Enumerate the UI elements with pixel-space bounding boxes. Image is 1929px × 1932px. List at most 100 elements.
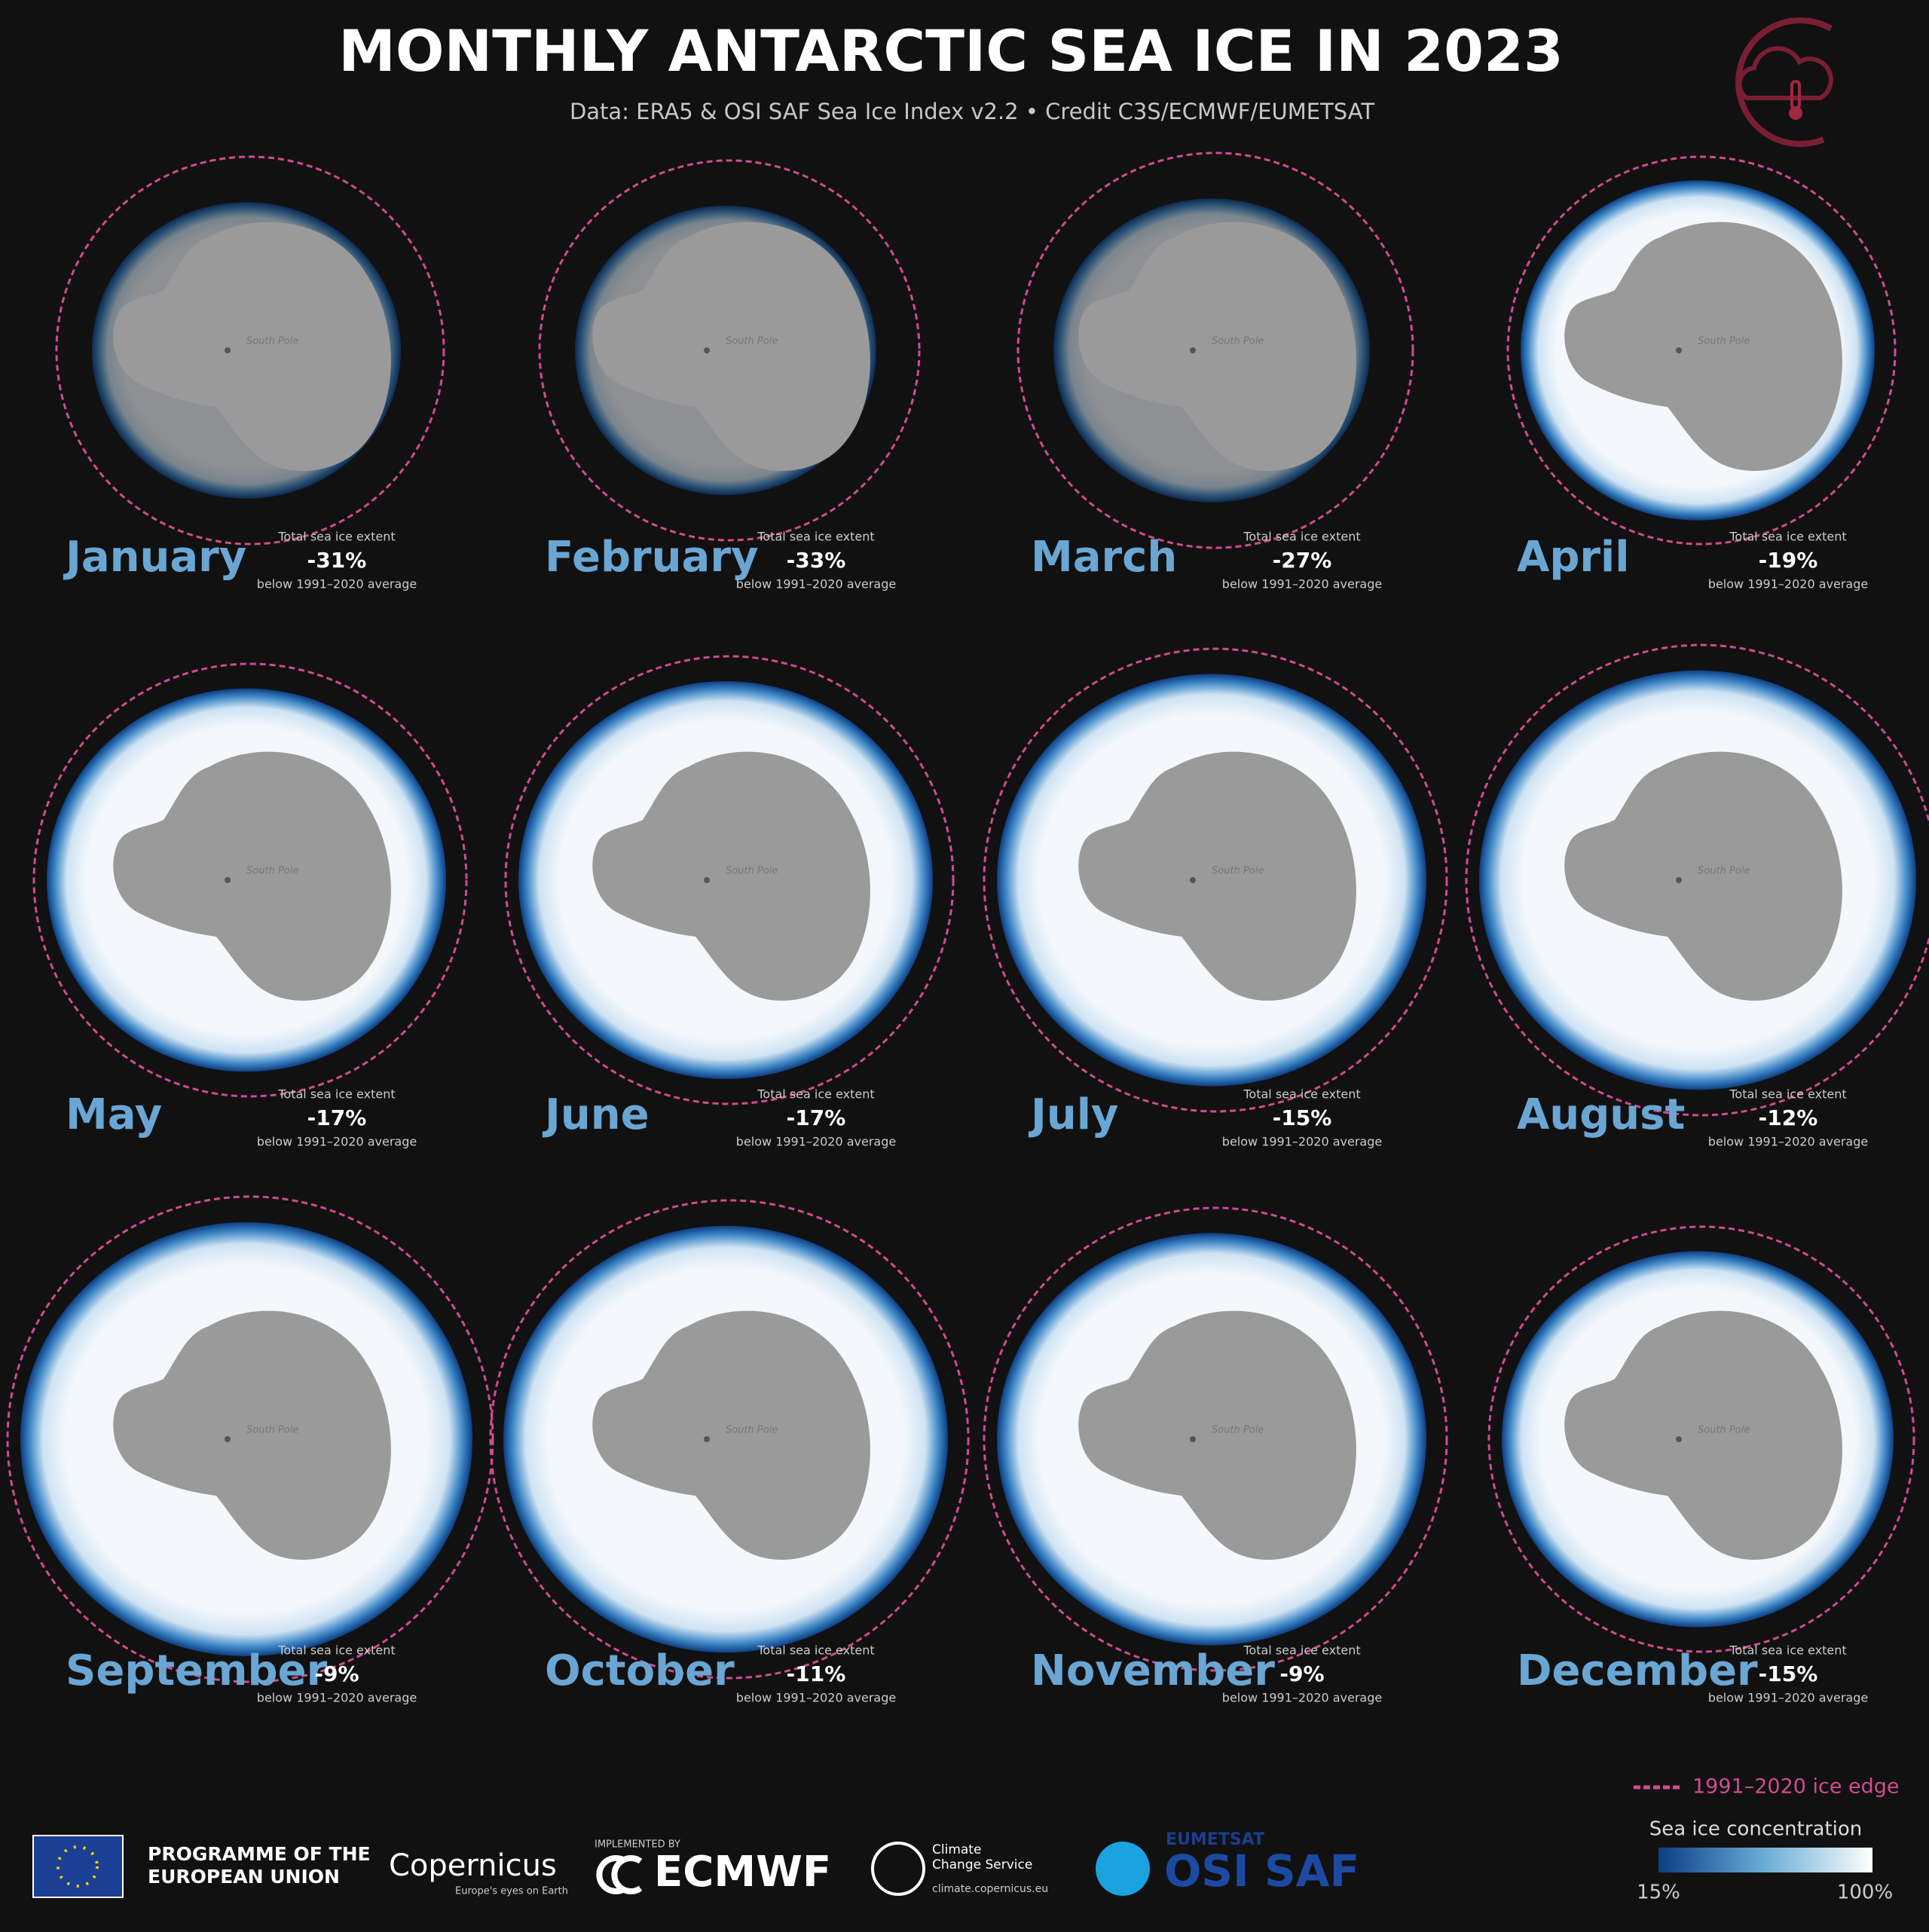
extent-label: Total sea ice extent xyxy=(277,530,395,544)
panels: South Pole January Total sea ice extent -31… xyxy=(6,151,1929,1705)
pole-label: South Pole xyxy=(726,336,778,347)
panel: South Pole June Total sea ice extent -17% be… xyxy=(504,655,955,1149)
pole xyxy=(1676,1436,1682,1442)
extent-label: Total sea ice extent xyxy=(1243,1087,1360,1102)
anomaly: -9% xyxy=(1279,1661,1324,1686)
below-label: below 1991–2020 average xyxy=(257,577,417,592)
month: March xyxy=(1031,533,1177,582)
below-label: below 1991–2020 average xyxy=(736,1691,896,1705)
anomaly: -31% xyxy=(307,548,367,573)
c3s-mark xyxy=(871,1842,925,1896)
below-label: below 1991–2020 average xyxy=(1708,1691,1868,1705)
copernicus: Copernicus xyxy=(389,1848,557,1883)
pole xyxy=(1190,1436,1196,1442)
month: December xyxy=(1517,1646,1758,1695)
anomaly: -15% xyxy=(1273,1105,1332,1130)
implemented: IMPLEMENTED BY xyxy=(595,1839,680,1851)
osisaf-mark xyxy=(1096,1842,1150,1896)
pole xyxy=(225,877,231,883)
pole-label: South Pole xyxy=(726,866,778,877)
month: August xyxy=(1517,1090,1685,1139)
below-label: below 1991–2020 average xyxy=(257,1691,417,1705)
pole xyxy=(704,347,710,353)
pole-label: South Pole xyxy=(1698,1425,1750,1436)
anomaly: -11% xyxy=(787,1661,846,1686)
scale-max: 100% xyxy=(1837,1882,1893,1904)
climatology-edge xyxy=(55,155,445,546)
below-label: below 1991–2020 average xyxy=(1708,577,1868,592)
month: November xyxy=(1031,1646,1275,1695)
panel: South Pole October Total sea ice extent -11… xyxy=(489,1199,970,1705)
pole-label: South Pole xyxy=(246,866,298,877)
month: September xyxy=(66,1646,328,1695)
below-label: below 1991–2020 average xyxy=(1222,1691,1382,1705)
month: July xyxy=(1028,1090,1118,1139)
climatology-edge xyxy=(1487,1225,1915,1653)
ecmwf-mark xyxy=(596,1855,643,1894)
eumetsat: EUMETSAT xyxy=(1166,1830,1264,1849)
title: MONTHLY ANTARCTIC SEA ICE IN 2023 xyxy=(338,17,1563,84)
climatology-edge xyxy=(489,1199,970,1680)
anomaly: -15% xyxy=(1759,1661,1818,1686)
eu-flag xyxy=(32,1835,124,1898)
below-label: below 1991–2020 average xyxy=(736,577,896,592)
logo xyxy=(1735,17,1833,148)
c3s-url: climate.copernicus.eu xyxy=(932,1883,1048,1895)
anomaly: -12% xyxy=(1759,1105,1818,1130)
eu-text: EUROPEAN UNION xyxy=(148,1866,340,1888)
anomaly: -19% xyxy=(1759,548,1818,573)
extent-label: Total sea ice extent xyxy=(757,530,874,544)
pole-label: South Pole xyxy=(1212,866,1264,877)
extent-label: Total sea ice extent xyxy=(757,1087,874,1102)
climatology-edge xyxy=(1465,643,1929,1117)
panel: South Pole May Total sea ice extent -17% bel… xyxy=(32,662,468,1149)
pole-label: South Pole xyxy=(246,336,298,347)
extent-label: Total sea ice extent xyxy=(1729,1087,1846,1102)
pole xyxy=(1676,877,1682,883)
panel: South Pole August Total sea ice extent -12%… xyxy=(1465,643,1929,1149)
pole xyxy=(704,1436,710,1442)
month: January xyxy=(63,533,246,582)
pole-label: South Pole xyxy=(1212,1425,1264,1436)
panel: South Pole April Total sea ice extent -19% b… xyxy=(1506,155,1897,592)
extent-label: Total sea ice extent xyxy=(757,1643,874,1658)
pole-label: South Pole xyxy=(726,1425,778,1436)
climatology-edge xyxy=(983,647,1448,1113)
climatology-edge xyxy=(538,159,921,542)
month: May xyxy=(66,1090,162,1139)
panel: South Pole July Total sea ice extent -15% be… xyxy=(983,647,1448,1149)
osisaf: OSI SAF xyxy=(1164,1845,1359,1897)
below-label: below 1991–2020 average xyxy=(257,1135,417,1149)
pole xyxy=(225,347,231,353)
subtitle: Data: ERA5 & OSI SAF Sea Ice Index v2.2 … xyxy=(570,99,1374,124)
extent-label: Total sea ice extent xyxy=(1243,1643,1360,1658)
month: February xyxy=(545,533,758,582)
pole xyxy=(1676,347,1682,353)
copernicus-tag: Europe's eyes on Earth xyxy=(455,1886,568,1897)
panel: South Pole January Total sea ice extent -31… xyxy=(55,155,445,592)
pole xyxy=(1190,877,1196,883)
month: June xyxy=(542,1090,650,1139)
eu-stars xyxy=(57,1845,99,1888)
anomaly: -17% xyxy=(307,1105,367,1130)
c3s: Climate xyxy=(932,1842,981,1857)
pole xyxy=(1190,347,1196,353)
month: October xyxy=(545,1646,735,1695)
edge-legend: 1991–2020 ice edge xyxy=(1692,1775,1900,1799)
climatology-edge xyxy=(32,662,468,1098)
eu-text: PROGRAMME OF THE xyxy=(148,1843,371,1865)
climatology-edge xyxy=(983,1206,1448,1672)
pole xyxy=(225,1436,231,1442)
below-label: below 1991–2020 average xyxy=(1222,577,1382,592)
pole-label: South Pole xyxy=(246,1425,298,1436)
scale-min: 15% xyxy=(1637,1882,1680,1904)
month: April xyxy=(1517,533,1629,582)
below-label: below 1991–2020 average xyxy=(736,1135,896,1149)
color-bar xyxy=(1658,1848,1872,1872)
